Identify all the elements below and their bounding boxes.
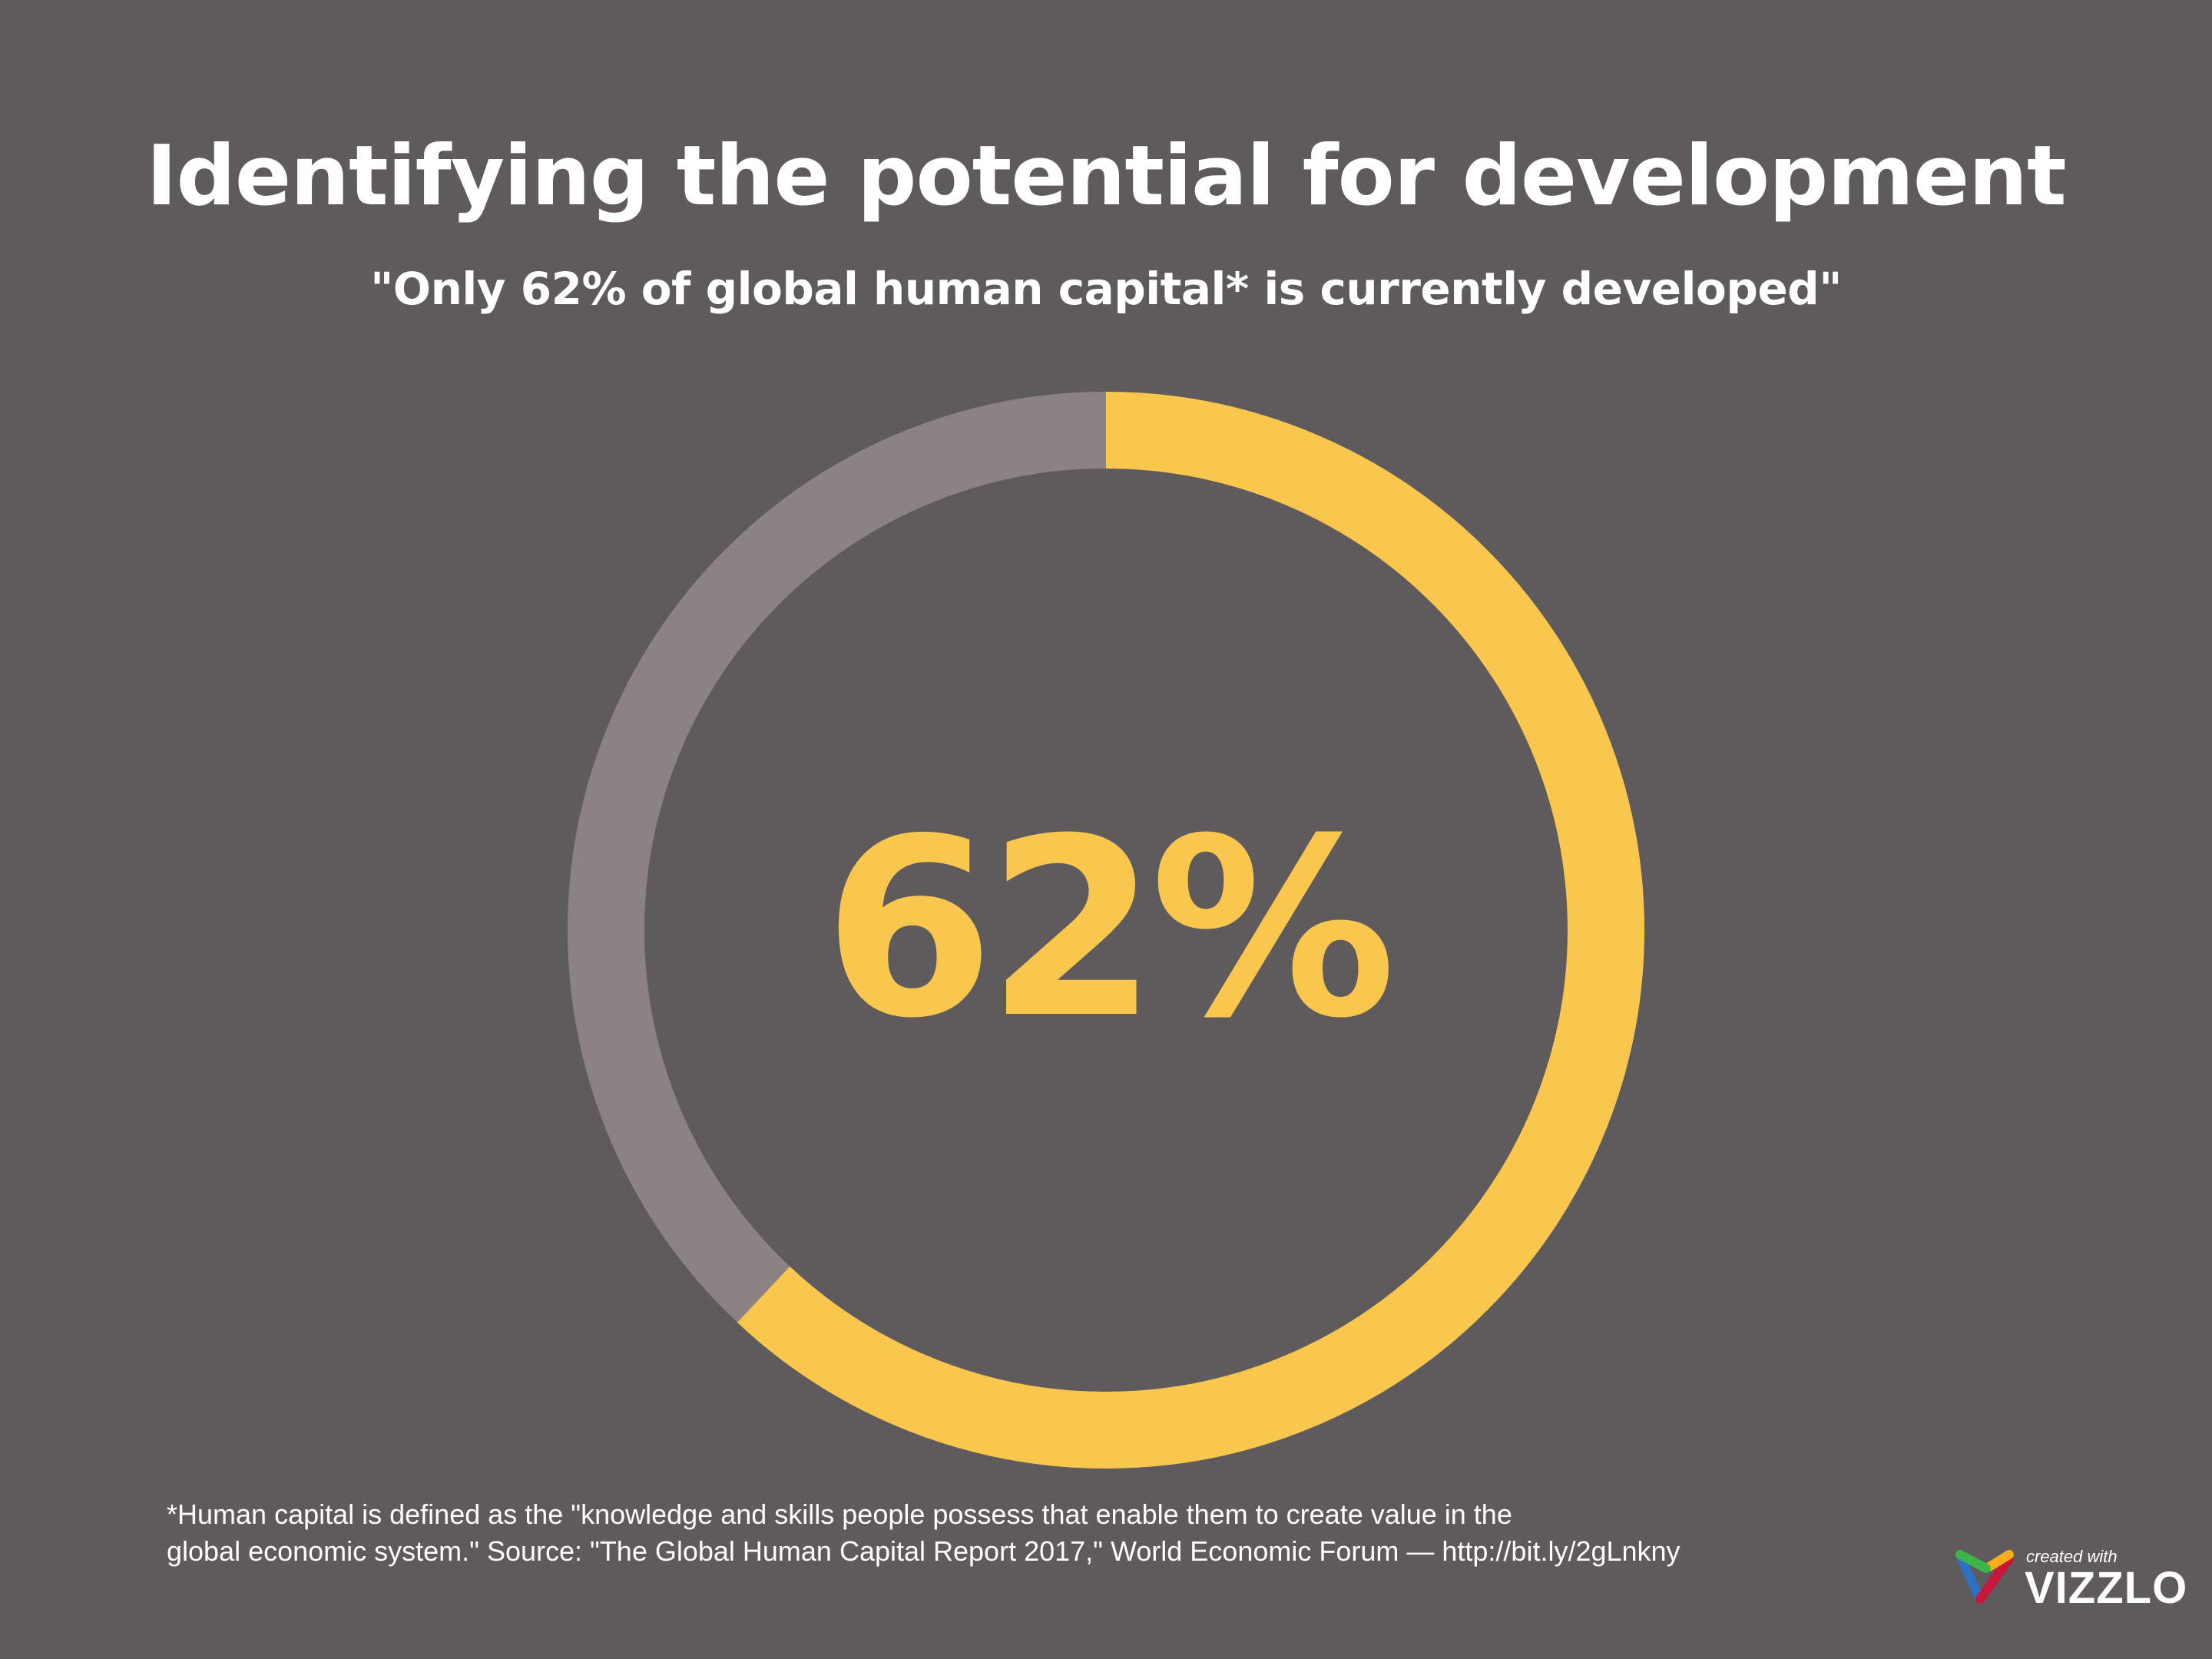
chart-subtitle: "Only 62% of global human capital* is cu…: [370, 263, 1842, 315]
vizzlo-branding[interactable]: created with VIZZLO: [1951, 1544, 2187, 1613]
footnote-line-1: *Human capital is defined as the "knowle…: [167, 1498, 1512, 1530]
logo-wordmark: VIZZLO: [2025, 1563, 2188, 1613]
donut-developed-segment: [568, 392, 1644, 1469]
footnote-line-2: global economic system." Source: "The Gl…: [167, 1535, 1681, 1567]
center-percentage: 62%: [823, 786, 1396, 1072]
chart-title: Identifying the potential for developmen…: [146, 128, 2066, 224]
footnote: *Human capital is defined as the "knowle…: [167, 1496, 1933, 1570]
donut-chart: [568, 392, 1644, 1469]
logo-created-with: created with: [2026, 1547, 2118, 1566]
vizzlo-logo-icon: [1955, 1550, 2014, 1604]
